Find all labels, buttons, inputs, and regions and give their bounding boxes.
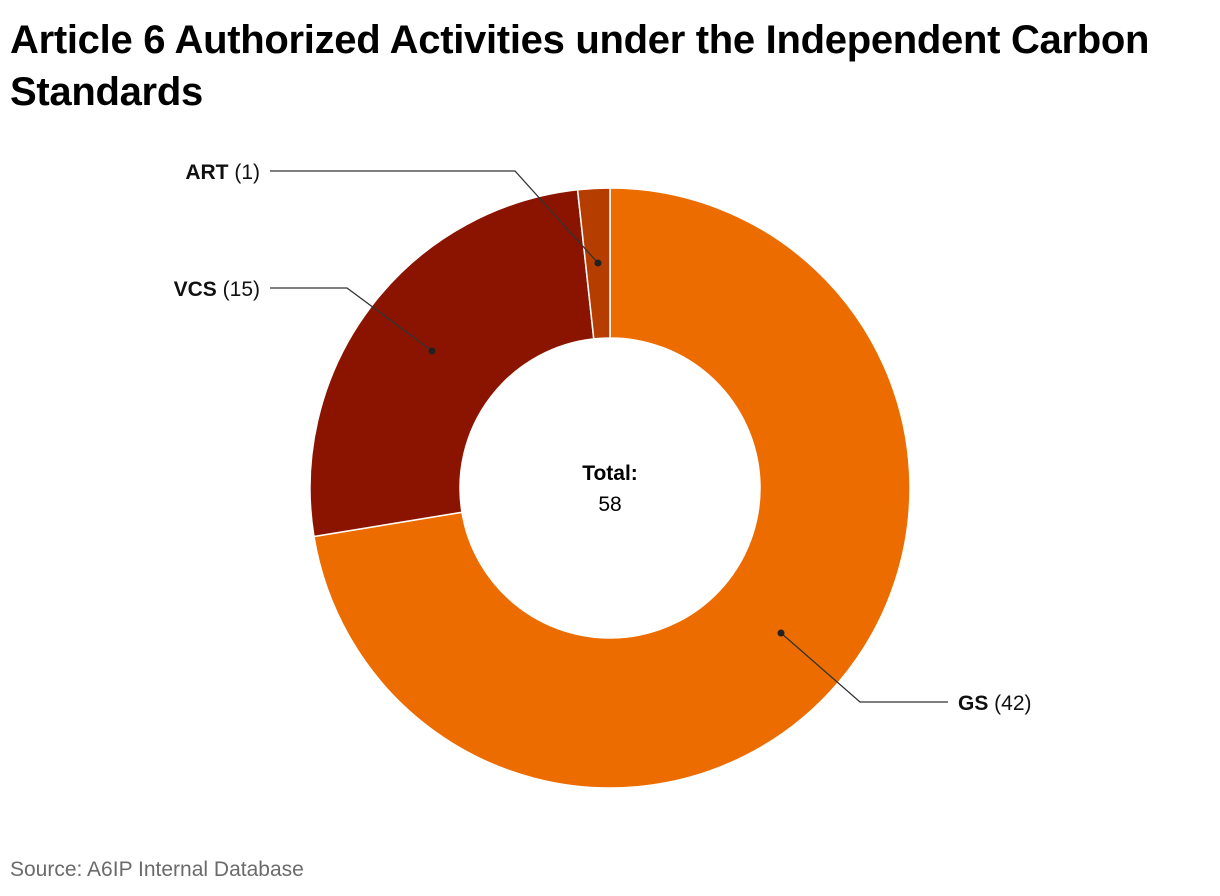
chart-title: Article 6 Authorized Activities under th… [10, 18, 1150, 114]
slice-label-value: (1) [229, 161, 261, 184]
leaders-layer [270, 170, 948, 703]
center-label: Total: [582, 462, 638, 485]
slice-label-value: (15) [217, 278, 260, 301]
slice-label-name: VCS [174, 278, 217, 301]
source-note: Source: A6IP Internal Database [10, 858, 304, 881]
slice-label-name: GS [958, 692, 988, 715]
slice-label-art: ART (1) [185, 161, 260, 184]
slice-label-gs: GS (42) [958, 692, 1032, 715]
slice-art [576, 187, 611, 340]
center-value: 58 [598, 493, 621, 516]
slice-gs [313, 187, 911, 789]
slice-vcs [309, 188, 595, 538]
leader-line-vcs [270, 287, 433, 352]
leader-dot-gs [777, 629, 785, 637]
labels-layer: GS (42) VCS (15) ART (1) [174, 161, 1032, 715]
leader-dot-vcs [428, 347, 436, 355]
slice-label-value: (42) [988, 692, 1031, 715]
slice-label-vcs: VCS (15) [174, 278, 260, 301]
slice-label-name: ART [185, 161, 228, 184]
slices-layer [309, 187, 911, 789]
leader-line-art [270, 170, 599, 264]
leader-dot-art [594, 259, 602, 267]
leader-line-gs [780, 632, 948, 703]
